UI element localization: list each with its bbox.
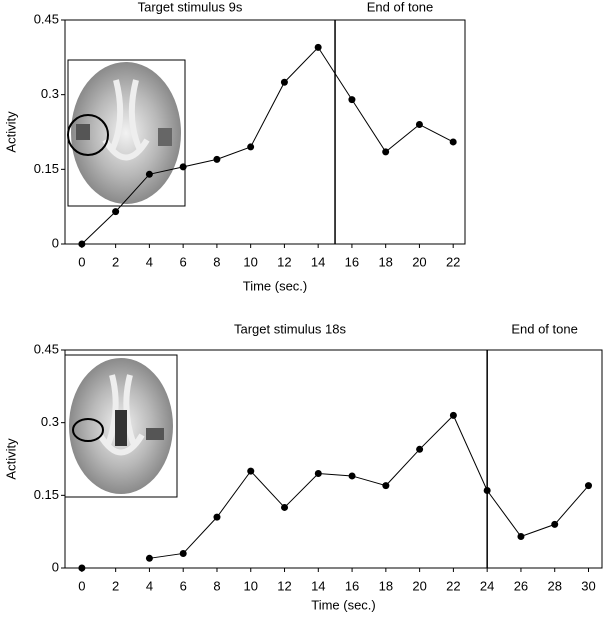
x-tick-label: 10 (243, 254, 257, 269)
y-tick-label: 0.15 (34, 161, 59, 176)
data-point (145, 554, 153, 562)
data-point (314, 470, 322, 478)
data-point (416, 445, 424, 453)
x-tick-label: 0 (78, 254, 85, 269)
x-tick-label: 22 (446, 254, 460, 269)
data-point (382, 148, 390, 156)
data-point (280, 78, 288, 86)
plot-frame (64, 19, 466, 245)
x-tick-label: 18 (378, 254, 392, 269)
data-point (348, 472, 356, 480)
data-point (348, 96, 356, 104)
y-tick-label: 0.15 (34, 487, 59, 502)
y-axis-label: Activity (3, 111, 18, 153)
x-tick-label: 14 (311, 254, 325, 269)
y-tick-label: 0.45 (34, 341, 59, 356)
y-tick-label: 0.3 (41, 86, 59, 101)
x-tick-label: 6 (180, 578, 187, 593)
roi-circle (72, 418, 104, 442)
x-tick-label: 28 (547, 578, 561, 593)
data-point (213, 155, 221, 163)
chart-title: Target stimulus 18s (234, 321, 346, 336)
x-tick-label: 18 (379, 578, 393, 593)
data-point (112, 208, 120, 216)
roi-circle (67, 114, 109, 156)
x-tick-label: 30 (581, 578, 595, 593)
x-tick-label: 22 (446, 578, 460, 593)
end-of-tone-label: End of tone (511, 321, 578, 336)
x-tick-label: 16 (345, 254, 359, 269)
x-tick-label: 2 (112, 578, 119, 593)
data-point (517, 533, 525, 541)
x-tick-label: 12 (277, 578, 291, 593)
data-point (584, 482, 592, 490)
x-tick-label: 20 (412, 578, 426, 593)
chart-title: Target stimulus 9s (138, 0, 243, 14)
x-tick-label: 8 (213, 254, 220, 269)
x-tick-label: 20 (412, 254, 426, 269)
brain-inset (67, 59, 186, 207)
data-point (551, 520, 559, 528)
x-axis-label: Time (sec.) (243, 278, 308, 293)
x-tick-label: 26 (514, 578, 528, 593)
activation (146, 428, 164, 440)
data-point (145, 170, 153, 178)
x-tick-label: 12 (277, 254, 291, 269)
series-line (149, 414, 589, 559)
x-tick-label: 10 (244, 578, 258, 593)
activation (76, 124, 90, 140)
end-of-tone-label: End of tone (367, 0, 434, 14)
y-tick-label: 0.3 (41, 414, 59, 429)
x-tick-label: 14 (311, 578, 325, 593)
data-point (179, 549, 187, 557)
data-point (213, 513, 221, 521)
y-axis-label: Activity (3, 438, 18, 480)
data-point (415, 121, 423, 129)
x-tick-label: 0 (78, 578, 85, 593)
x-tick-label: 16 (345, 578, 359, 593)
brain-structure (102, 79, 150, 161)
data-point (247, 143, 255, 151)
data-point (449, 411, 457, 419)
data-point (78, 564, 86, 572)
data-point (179, 163, 187, 171)
data-point (449, 138, 457, 146)
y-tick-label: 0 (52, 235, 59, 250)
brain-image (71, 62, 181, 204)
data-point (483, 486, 491, 494)
x-axis-label: Time (sec.) (311, 597, 376, 612)
data-point (281, 503, 289, 511)
x-tick-label: 2 (112, 254, 119, 269)
data-point (314, 43, 322, 51)
activation (115, 410, 127, 446)
y-tick-label: 0.45 (34, 11, 59, 26)
y-tick-label: 0 (52, 559, 59, 574)
series-line (81, 46, 454, 245)
x-tick-label: 4 (146, 254, 153, 269)
x-tick-label: 4 (146, 578, 153, 593)
chart-panel: 00.150.30.450 2 4 6 8 10 12 14 16 18 20 22 24 26 28 30T… (3, 321, 603, 612)
data-point (78, 240, 86, 248)
data-point (382, 482, 390, 490)
x-tick-label: 6 (180, 254, 187, 269)
brain-inset (64, 354, 178, 498)
chart-panel: 0 0.15 0.3 0.45 0 2 4 6 8 10 12 14 16 18 20 22 Time (sec… (3, 0, 466, 293)
data-point (247, 467, 255, 475)
activation (158, 128, 172, 146)
x-tick-label: 8 (213, 578, 220, 593)
x-tick-label: 24 (480, 578, 494, 593)
